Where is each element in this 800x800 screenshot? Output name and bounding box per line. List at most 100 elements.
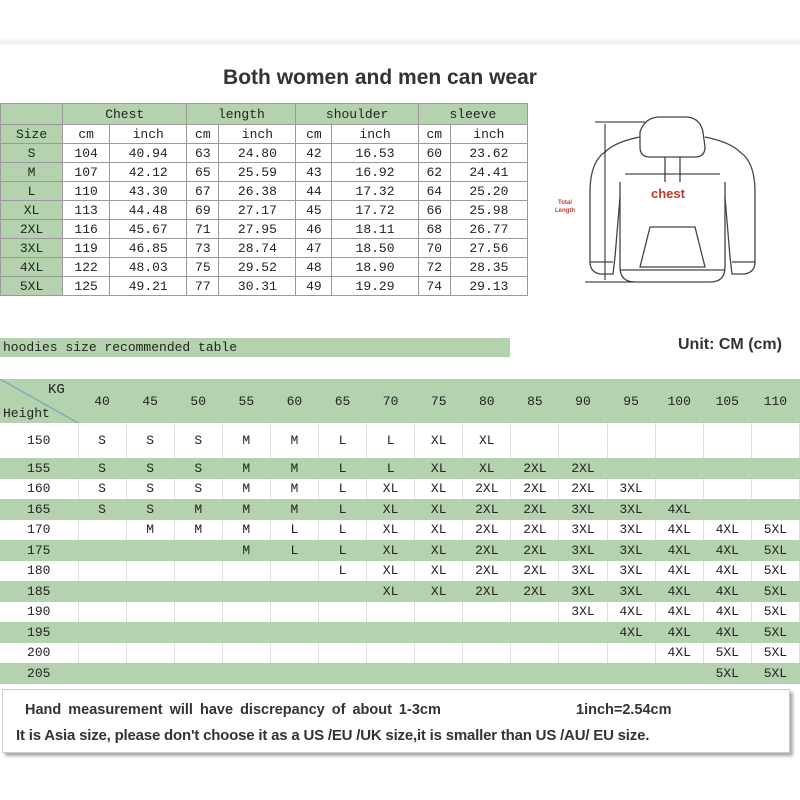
size-cell	[126, 642, 175, 663]
size-cell: 3XL	[0, 238, 64, 258]
weight-header-row: KG Height 40 45 50 55 60 65 70 75 80 85 90 95 100 105 11…	[0, 379, 800, 423]
size-cell: XL	[414, 458, 464, 479]
size-cell: 4XL	[655, 519, 704, 540]
size-cell	[126, 663, 175, 684]
table-row: 160 S S S M M L XL XL 2XL 2XL 2XL 3XL	[0, 478, 800, 499]
column-group-header: shoulder	[295, 103, 419, 125]
size-cell	[414, 601, 464, 622]
weight-header: 45	[126, 379, 175, 423]
size-cell: 3XL	[607, 519, 656, 540]
size-cell	[270, 622, 319, 643]
size-cell	[126, 581, 175, 602]
weight-header: 80	[462, 379, 511, 423]
size-cell	[270, 581, 319, 602]
size-cell: 4XL	[655, 642, 704, 663]
measurement-cell: 42	[295, 143, 333, 163]
size-cell	[462, 622, 512, 643]
size-cell: 3XL	[558, 601, 608, 622]
size-cell: 5XL	[0, 276, 64, 296]
size-cell: 2XL	[558, 478, 608, 499]
table-row: 190 3XL 4XL 4XL 4XL 5XL	[0, 601, 800, 622]
size-cell	[655, 458, 704, 479]
size-cell: L	[318, 478, 368, 499]
size-cell: S	[126, 423, 175, 458]
measurement-cell: 67	[186, 181, 220, 201]
measurement-cell: 26.77	[449, 219, 529, 239]
height-cell: 180	[0, 560, 79, 581]
measurement-cell: 72	[417, 257, 451, 277]
size-cell: 2XL	[510, 499, 560, 520]
size-cell: 4XL	[655, 540, 704, 561]
table-row: 2XL 116 45.67 71 27.95 46 18.11 68 26.77	[0, 219, 529, 239]
weight-header: 65	[318, 379, 367, 423]
size-cell	[174, 663, 223, 684]
size-cell	[126, 622, 175, 643]
size-cell: 2XL	[462, 519, 512, 540]
size-cell	[655, 423, 704, 458]
measurement-cell: 77	[186, 276, 220, 296]
height-cell: 200	[0, 642, 79, 663]
size-cell	[78, 642, 127, 663]
size-cell: 2XL	[0, 219, 64, 239]
height-cell: 190	[0, 601, 79, 622]
unit-row: Size cm inch cm inch cm inch cm inch	[0, 124, 529, 144]
size-cell	[126, 560, 175, 581]
size-cell	[78, 601, 127, 622]
page-title: Both women and men can wear	[223, 66, 537, 89]
size-cell: L	[318, 519, 368, 540]
unit-header: inch	[331, 124, 419, 144]
measurement-cell: 26.38	[218, 181, 297, 201]
size-cell: L	[318, 458, 368, 479]
measurement-cell: 29.52	[218, 257, 297, 277]
size-cell: S	[126, 458, 175, 479]
table-row: 195 4XL 4XL 4XL 5XL	[0, 622, 800, 643]
size-cell: 3XL	[558, 540, 608, 561]
size-cell	[174, 581, 223, 602]
size-cell	[270, 663, 319, 684]
size-cell: XL	[366, 499, 416, 520]
size-cell	[414, 642, 464, 663]
size-cell: M	[222, 458, 271, 479]
size-cell: 4XL	[655, 601, 704, 622]
size-cell	[607, 423, 656, 458]
size-cell	[318, 622, 368, 643]
size-cell	[270, 642, 319, 663]
size-cell	[78, 560, 127, 581]
table-row: XL 113 44.48 69 27.17 45 17.72 66 25.98	[0, 200, 529, 220]
measurement-cell: 42.12	[109, 162, 188, 182]
size-cell: 2XL	[462, 478, 512, 499]
height-cell: 160	[0, 478, 79, 499]
weight-header: 40	[78, 379, 127, 423]
column-group-header: length	[186, 103, 297, 125]
measurement-cell: 18.90	[331, 257, 419, 277]
size-cell: L	[270, 540, 319, 561]
measurement-cell: 25.20	[449, 181, 529, 201]
measurement-cell: 70	[417, 238, 451, 258]
size-measurement-table: Chest length shoulder sleeve Size cm inch cm inc…	[0, 103, 529, 296]
size-cell: M	[270, 458, 319, 479]
weight-header: 105	[703, 379, 752, 423]
size-cell: 3XL	[558, 560, 608, 581]
size-cell: M	[222, 499, 271, 520]
measurement-cell: 48	[295, 257, 333, 277]
size-cell	[366, 663, 416, 684]
size-cell	[655, 478, 704, 499]
measurement-cell: 113	[62, 200, 111, 220]
unit-header: inch	[449, 124, 529, 144]
height-label: Height	[3, 406, 50, 421]
size-cell: M	[270, 499, 319, 520]
measurement-cell: 43.30	[109, 181, 188, 201]
size-cell	[318, 642, 368, 663]
measurement-cell: 73	[186, 238, 220, 258]
size-cell: S	[126, 478, 175, 499]
size-cell: 4XL	[655, 560, 704, 581]
size-cell: XL	[414, 560, 464, 581]
table-row: 165 S S M M M L XL XL 2XL 2XL 3XL 3XL 4XL	[0, 499, 800, 520]
size-cell	[366, 601, 416, 622]
size-cell	[558, 423, 608, 458]
size-cell: 3XL	[558, 581, 608, 602]
size-cell	[558, 642, 608, 663]
measurement-cell: 65	[186, 162, 220, 182]
unit-header: inch	[109, 124, 188, 144]
size-cell: 4XL	[0, 257, 64, 277]
